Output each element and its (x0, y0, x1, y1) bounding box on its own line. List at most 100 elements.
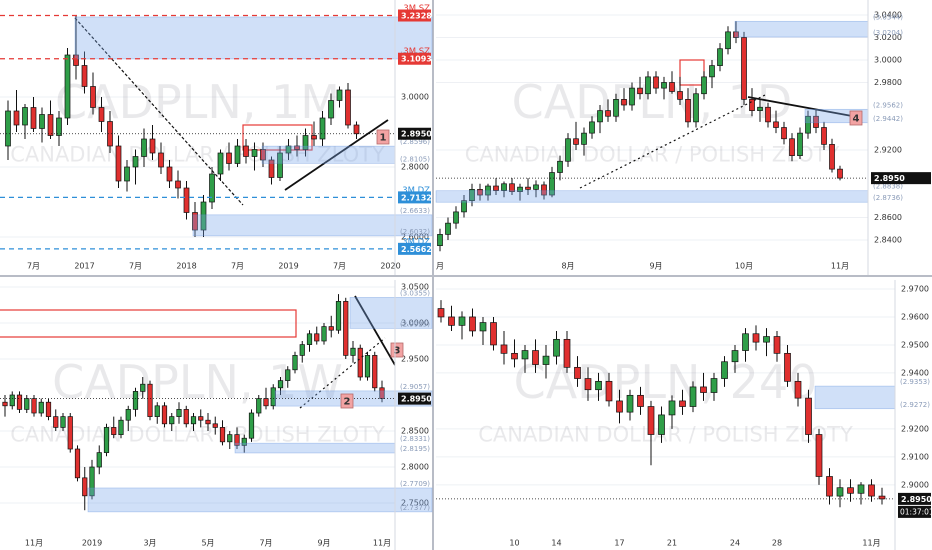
candle-body (292, 355, 298, 371)
candle-body (24, 398, 30, 410)
red-box (0, 309, 297, 338)
candle-body (669, 82, 675, 92)
candle-body (205, 419, 211, 425)
x-tick-label: 2018 (176, 262, 196, 271)
candle-body (73, 54, 79, 66)
candle-body (364, 355, 371, 378)
candle-body (90, 86, 96, 108)
price-label: 3.2328 (401, 12, 432, 21)
candle-body (198, 416, 204, 421)
candle-body (124, 166, 130, 182)
candle-body (47, 114, 54, 136)
candle-body (243, 145, 249, 157)
x-tick-label: 9月 (317, 539, 330, 548)
candle-body (453, 211, 459, 224)
candle-body (725, 31, 731, 50)
zone (274, 390, 433, 407)
candle-body (5, 110, 11, 147)
y-tick-label: 2.8000 (401, 463, 429, 472)
x-tick-label: 7月 (259, 539, 272, 548)
zone (435, 190, 869, 203)
candle-body (285, 369, 291, 381)
candle-body (525, 186, 531, 190)
x-tick-label: 14 (551, 539, 561, 548)
y-tick-label: 2.9600 (901, 312, 929, 321)
candle-body (132, 156, 139, 168)
trend-line (354, 295, 395, 366)
candle-body (469, 316, 476, 332)
candle-body (192, 212, 198, 231)
candle-body (226, 152, 232, 164)
candle-body (479, 322, 487, 332)
price-label-box (398, 9, 431, 22)
candle-body (597, 110, 603, 123)
candle-body (118, 419, 124, 435)
candle-body (626, 394, 634, 413)
candle-body (357, 347, 363, 378)
price-label: 2.5662 (401, 245, 432, 254)
candle-body (517, 186, 523, 192)
x-tick-label: 8月 (561, 262, 574, 271)
x-tick-label: 2017 (74, 262, 94, 271)
zone-label: (2.8838) (873, 183, 903, 191)
candle-body (805, 397, 812, 435)
candle-body (773, 121, 779, 128)
candle-body (765, 106, 771, 123)
price-label-box (398, 191, 431, 204)
candle-body (9, 394, 15, 407)
candle-body (616, 400, 623, 413)
countdown: 01:37:01 (900, 507, 932, 516)
zone-label: (2.8596) (400, 138, 430, 146)
candle-body (542, 355, 550, 365)
candle-body (501, 183, 507, 191)
zone-label: (2.9442) (873, 115, 903, 123)
candle-body (107, 121, 113, 147)
candle-body (147, 383, 153, 417)
candle-body (700, 386, 707, 393)
candle-body (461, 200, 467, 213)
candle-body (658, 414, 665, 435)
candle-body (500, 344, 508, 354)
x-tick-label: 11月 (25, 539, 43, 548)
candle-body (219, 427, 226, 443)
candle-body (372, 355, 378, 389)
y-tick-label: 2.9200 (901, 424, 929, 433)
candle-body (311, 135, 317, 140)
candle-body (183, 409, 189, 425)
candle-body (82, 477, 88, 497)
candle-body (234, 434, 240, 446)
x-tick-label: 7月 (231, 262, 244, 271)
candle-body (190, 416, 197, 425)
candle-body (742, 333, 749, 351)
zone-label: (2.9272) (900, 401, 930, 409)
y-tick-label: 3.0400 (874, 10, 902, 19)
candle-body (605, 380, 613, 402)
y-tick-label: 3.0200 (874, 33, 902, 42)
x-tick-label: 24 (730, 539, 740, 548)
candle-body (448, 316, 455, 326)
candle-body (733, 31, 739, 38)
x-tick-label: 11月 (831, 262, 849, 271)
candle-body (158, 152, 164, 168)
candle-body (56, 117, 62, 136)
candle-body (260, 149, 266, 161)
candle-body (477, 189, 483, 196)
y-tick-label: 2.9700 (901, 284, 929, 293)
level-tag: 3M SZ (403, 4, 430, 14)
candle-body (637, 87, 643, 95)
x-tick-label: 10月 (735, 262, 753, 271)
zone-label: (2.8105) (400, 155, 430, 163)
zone (74, 16, 433, 60)
candle-body (140, 383, 146, 392)
candle-body (161, 405, 168, 425)
candle-body (176, 409, 182, 417)
price-label-box (398, 52, 431, 65)
price-label-box (898, 492, 931, 505)
zone-label: (2.6032) (400, 228, 430, 236)
candle-body (345, 89, 351, 126)
candle-body (437, 308, 445, 318)
candle-body (868, 484, 875, 497)
candle-body (53, 416, 59, 428)
x-tick-label: 5月 (201, 539, 214, 548)
candle-body (299, 344, 305, 356)
